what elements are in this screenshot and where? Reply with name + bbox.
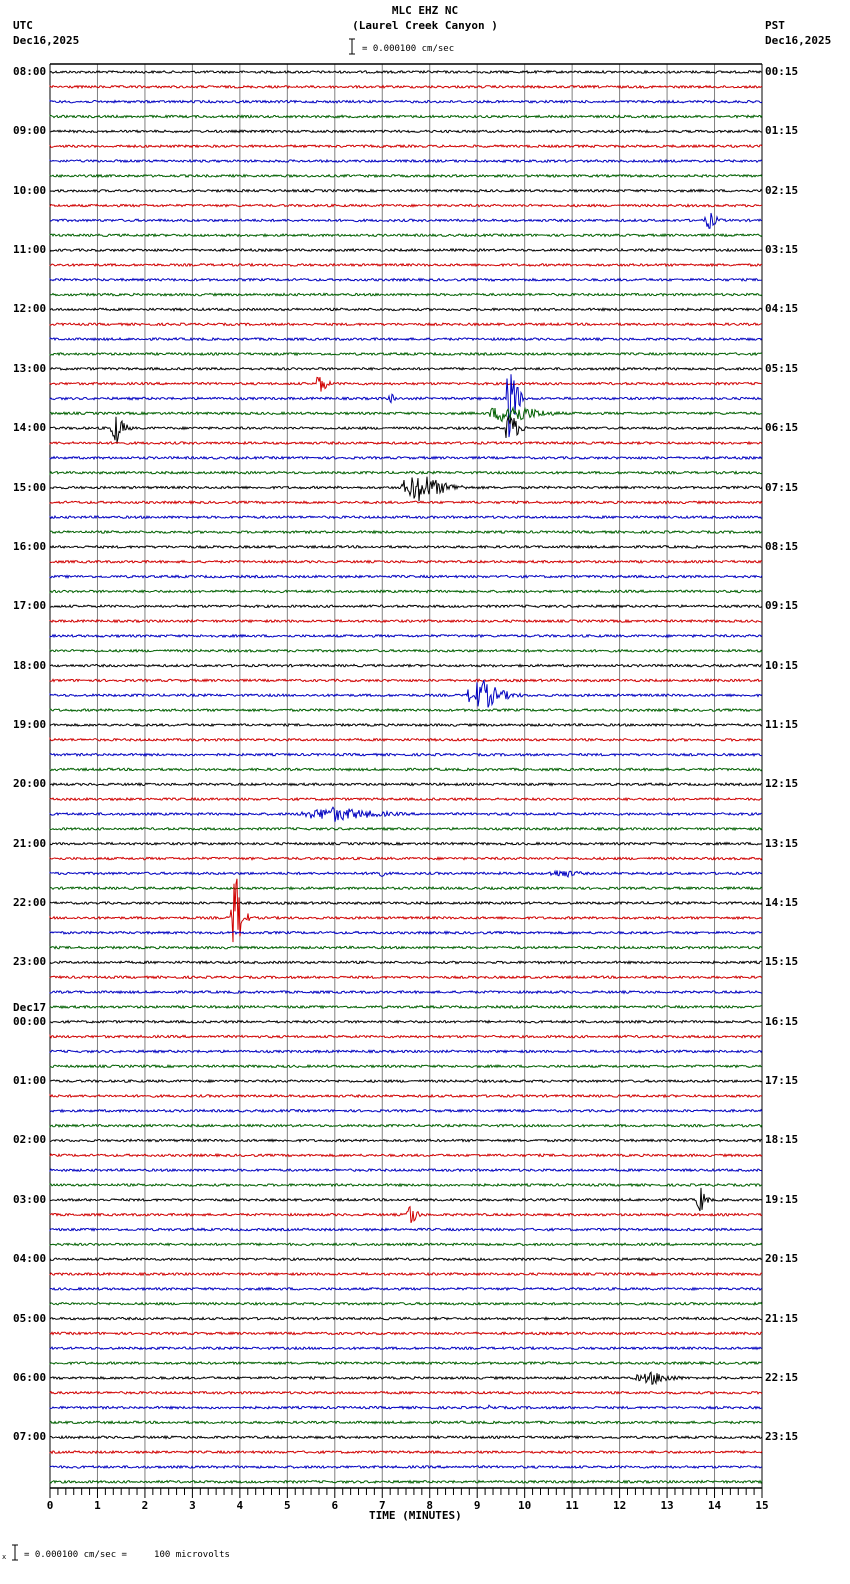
- pst-hour-label: 05:15: [765, 361, 799, 375]
- utc-hour-label: 02:00: [13, 1133, 47, 1147]
- svg-text:9: 9: [474, 1499, 481, 1512]
- utc-hour-label: 15:00: [13, 480, 47, 494]
- pst-hour-label: 11:15: [765, 717, 799, 731]
- pst-hour-label: 08:15: [765, 539, 799, 553]
- footer-scale-text: = 0.000100 cm/sec = 100 microvolts: [24, 1550, 230, 1560]
- pst-hour-label: 00:15: [765, 65, 799, 78]
- utc-hour-label: 18:00: [13, 658, 47, 672]
- pst-hour-label: 07:15: [765, 480, 799, 494]
- utc-hour-label: 12:00: [13, 302, 47, 316]
- scale-text: = 0.000100 cm/sec: [362, 44, 455, 54]
- utc-hour-label: 06:00: [13, 1370, 47, 1384]
- pst-hour-label: 06:15: [765, 421, 799, 435]
- svg-text:1: 1: [94, 1499, 101, 1512]
- pst-hour-label: 04:15: [765, 302, 799, 316]
- pst-hour-label: 12:15: [765, 777, 799, 791]
- footer-scale-prefix: x: [2, 1553, 7, 1561]
- utc-hour-label: 21:00: [13, 836, 47, 850]
- utc-hour-label: 01:00: [13, 1074, 47, 1088]
- pst-hour-label: 18:15: [765, 1133, 799, 1147]
- utc-hour-label: 23:00: [13, 955, 47, 969]
- utc-hour-label: 07:00: [13, 1430, 47, 1444]
- svg-text:2: 2: [142, 1499, 149, 1512]
- left-date: Dec16,2025: [13, 34, 80, 47]
- pst-hour-label: 19:15: [765, 1192, 799, 1206]
- utc-hour-label: 22:00: [13, 896, 47, 910]
- utc-hour-label: 04:00: [13, 1252, 47, 1266]
- right-date: Dec16,2025: [765, 34, 832, 47]
- date-change-label: Dec17: [13, 1000, 47, 1014]
- station-location: (Laurel Creek Canyon ): [352, 19, 498, 32]
- utc-hour-label: 14:00: [13, 421, 47, 435]
- right-timezone: PST: [765, 19, 785, 32]
- pst-hour-label: 10:15: [765, 658, 799, 672]
- svg-text:15: 15: [755, 1499, 768, 1512]
- pst-hour-label: 13:15: [765, 836, 799, 850]
- utc-hour-label: 13:00: [13, 361, 47, 375]
- svg-text:12: 12: [613, 1499, 626, 1512]
- utc-hour-label: 17:00: [13, 599, 47, 613]
- svg-text:10: 10: [518, 1499, 531, 1512]
- pst-hour-label: 03:15: [765, 243, 799, 257]
- pst-hour-label: 15:15: [765, 955, 799, 969]
- utc-hour-label: 03:00: [13, 1192, 47, 1206]
- utc-hour-label: 09:00: [13, 124, 47, 138]
- utc-hour-label: 16:00: [13, 539, 47, 553]
- utc-hour-label: 08:00: [13, 65, 47, 78]
- pst-hour-label: 23:15: [765, 1430, 799, 1444]
- svg-text:11: 11: [566, 1499, 580, 1512]
- pst-hour-label: 20:15: [765, 1252, 799, 1266]
- station-title: MLC EHZ NC: [391, 4, 459, 17]
- svg-text:7: 7: [379, 1499, 386, 1512]
- svg-text:8: 8: [426, 1499, 433, 1512]
- pst-hour-label: 01:15: [765, 124, 799, 138]
- svg-text:4: 4: [237, 1499, 244, 1512]
- pst-hour-label: 21:15: [765, 1311, 799, 1325]
- utc-hour-label: 00:00: [13, 1014, 47, 1028]
- utc-hour-label: 05:00: [13, 1311, 47, 1325]
- svg-text:6: 6: [331, 1499, 338, 1512]
- pst-hour-label: 17:15: [765, 1074, 799, 1088]
- utc-hour-label: 19:00: [13, 717, 47, 731]
- pst-hour-label: 09:15: [765, 599, 799, 613]
- svg-text:5: 5: [284, 1499, 291, 1512]
- utc-hour-label: 10:00: [13, 183, 47, 197]
- pst-hour-label: 16:15: [765, 1014, 799, 1028]
- svg-text:13: 13: [660, 1499, 673, 1512]
- pst-hour-label: 02:15: [765, 183, 799, 197]
- utc-hour-label: 11:00: [13, 243, 47, 257]
- svg-text:0: 0: [47, 1499, 54, 1512]
- utc-hour-label: 20:00: [13, 777, 47, 791]
- svg-text:14: 14: [708, 1499, 722, 1512]
- left-timezone: UTC: [13, 19, 33, 32]
- pst-hour-label: 14:15: [765, 896, 799, 910]
- pst-hour-label: 22:15: [765, 1370, 799, 1384]
- svg-text:3: 3: [189, 1499, 196, 1512]
- x-axis-label: TIME (MINUTES): [369, 1509, 462, 1522]
